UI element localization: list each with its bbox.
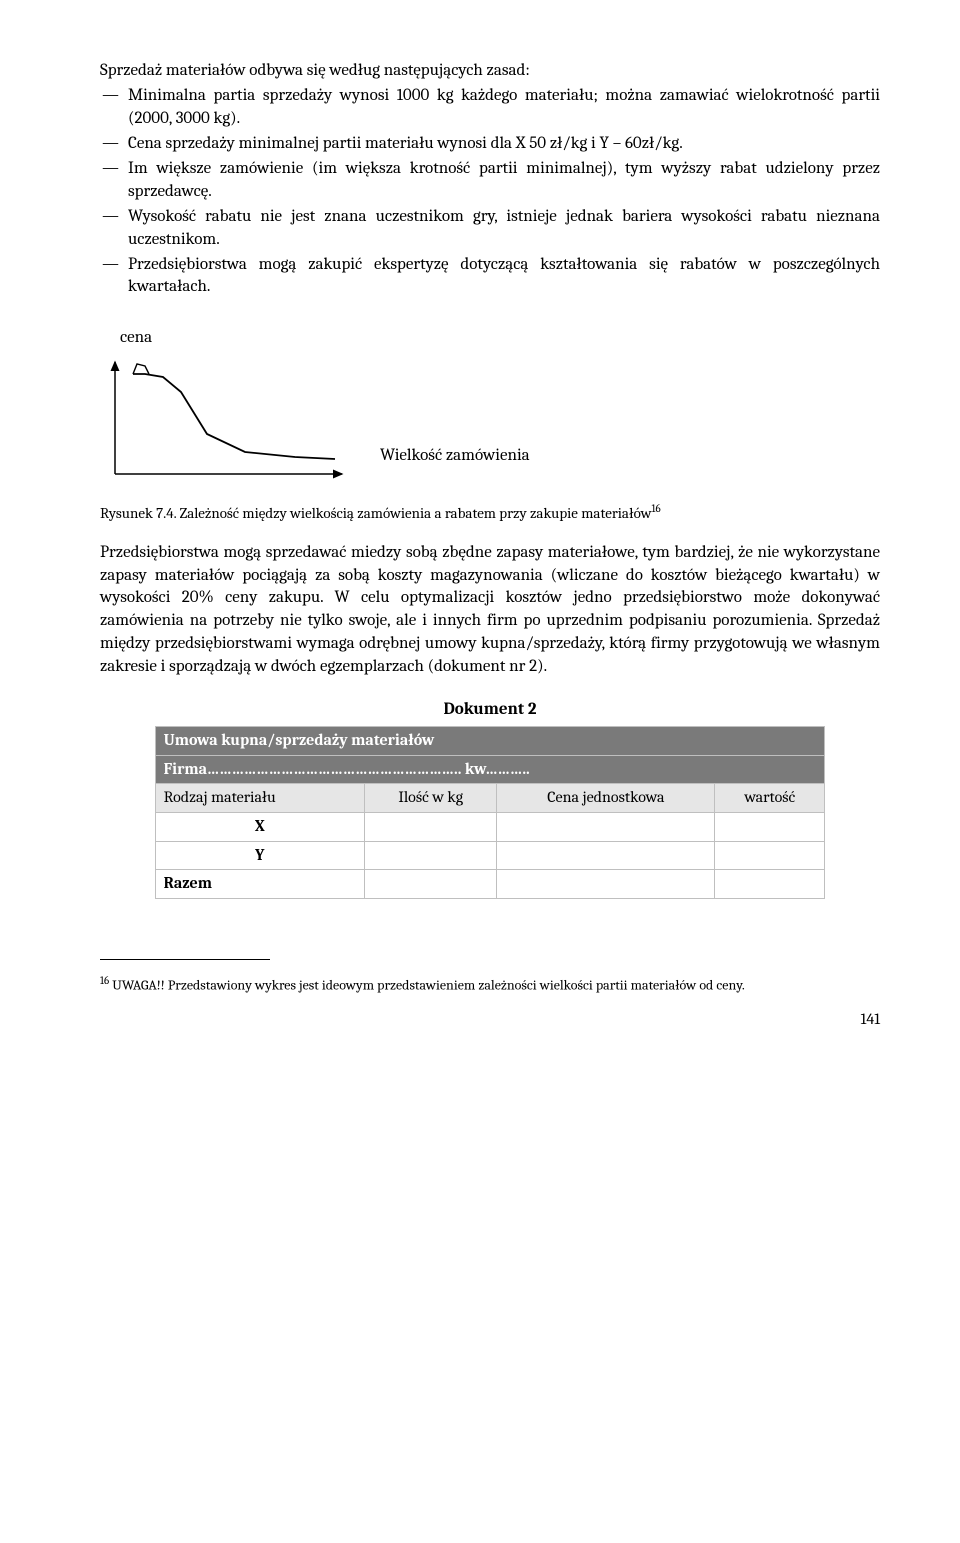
cell-empty bbox=[497, 870, 715, 899]
list-item: Przedsiębiorstwa mogą zakupić ekspertyzę… bbox=[128, 254, 880, 300]
contract-table: Umowa kupna/sprzedaży materiałów Firma……… bbox=[155, 726, 826, 899]
table-header-row: Firma…………………………………………………….. kw……….. bbox=[155, 755, 825, 784]
price-curve-chart: cena Wielkość zamówienia bbox=[100, 327, 880, 494]
footnote: 16 UWAGA!! Przedstawiony wykres jest ide… bbox=[100, 974, 880, 996]
rules-list: Minimalna partia sprzedaży wynosi 1000 k… bbox=[100, 85, 880, 299]
figure-caption: Rysunek 7.4. Zależność między wielkością… bbox=[100, 502, 880, 523]
intro-text: Sprzedaż materiałów odbywa się według na… bbox=[100, 60, 880, 83]
footnote-separator bbox=[100, 959, 270, 960]
total-label: Razem bbox=[155, 870, 364, 899]
col-value: wartość bbox=[715, 784, 825, 813]
caption-footnote-ref: 16 bbox=[652, 502, 661, 515]
caption-text: Rysunek 7.4. Zależność między wielkością… bbox=[100, 504, 652, 522]
cell-empty bbox=[715, 870, 825, 899]
table-row: Y bbox=[155, 841, 825, 870]
cell-empty bbox=[364, 870, 497, 899]
table-subtitle: Firma…………………………………………………….. kw……….. bbox=[155, 755, 825, 784]
list-item: Minimalna partia sprzedaży wynosi 1000 k… bbox=[128, 85, 880, 131]
body-paragraph: Przedsiębiorstwa mogą sprzedawać miedzy … bbox=[100, 542, 880, 680]
cell-empty bbox=[715, 812, 825, 841]
table-total-row: Razem bbox=[155, 870, 825, 899]
list-item: Wysokość rabatu nie jest znana uczestnik… bbox=[128, 206, 880, 252]
cell-empty bbox=[364, 841, 497, 870]
cell-empty bbox=[497, 841, 715, 870]
table-columns-row: Rodzaj materiału Ilość w kg Cena jednost… bbox=[155, 784, 825, 813]
footnote-text: UWAGA!! Przedstawiony wykres jest ideowy… bbox=[109, 976, 745, 993]
document-title: Dokument 2 bbox=[100, 699, 880, 722]
table-row: X bbox=[155, 812, 825, 841]
col-unit-price: Cena jednostkowa bbox=[497, 784, 715, 813]
page-number: 141 bbox=[100, 1009, 880, 1031]
chart-svg bbox=[100, 354, 350, 494]
col-material: Rodzaj materiału bbox=[155, 784, 364, 813]
list-item: Im większe zamówienie (im większa krotno… bbox=[128, 158, 880, 204]
footnote-number: 16 bbox=[100, 974, 109, 987]
list-item: Cena sprzedaży minimalnej partii materia… bbox=[128, 133, 880, 156]
cell-empty bbox=[715, 841, 825, 870]
chart-x-axis-label: Wielkość zamówienia bbox=[380, 445, 880, 494]
chart-y-axis-label: cena bbox=[120, 327, 880, 350]
cell-empty bbox=[364, 812, 497, 841]
row-label: Y bbox=[155, 841, 364, 870]
table-title: Umowa kupna/sprzedaży materiałów bbox=[155, 727, 825, 756]
table-header-row: Umowa kupna/sprzedaży materiałów bbox=[155, 727, 825, 756]
cell-empty bbox=[497, 812, 715, 841]
col-quantity: Ilość w kg bbox=[364, 784, 497, 813]
row-label: X bbox=[155, 812, 364, 841]
